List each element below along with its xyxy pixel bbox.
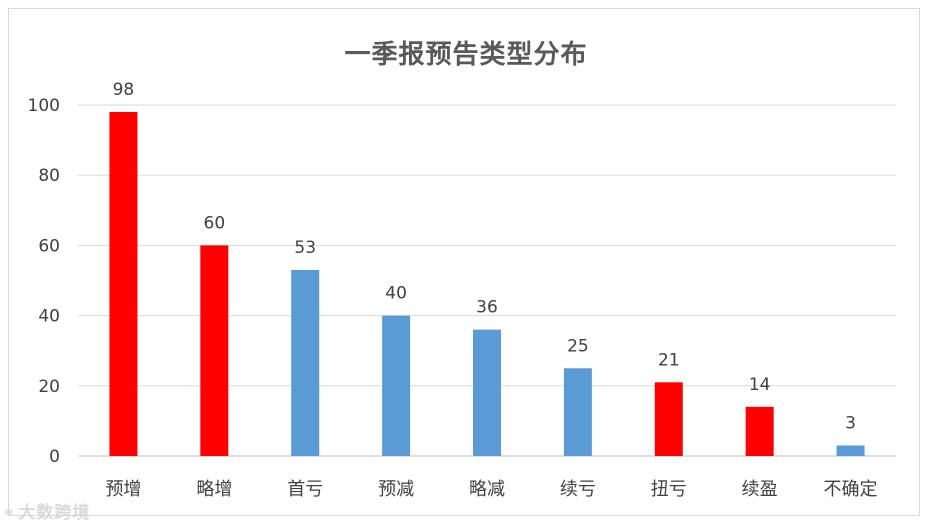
data-label: 36 bbox=[476, 298, 498, 318]
y-tick-label: 40 bbox=[38, 307, 60, 327]
data-label: 40 bbox=[385, 284, 407, 304]
bar bbox=[563, 368, 592, 456]
bar bbox=[382, 315, 411, 456]
y-tick-label: 100 bbox=[28, 96, 60, 116]
data-label: 98 bbox=[113, 80, 135, 100]
x-tick-label: 扭亏 bbox=[651, 479, 687, 500]
y-tick-label: 80 bbox=[38, 166, 60, 186]
bar bbox=[473, 329, 501, 456]
x-tick-label: 略增 bbox=[196, 479, 232, 500]
y-tick-label: 0 bbox=[49, 447, 60, 467]
weibo-icon: ⚭ bbox=[2, 503, 17, 522]
bar bbox=[745, 406, 774, 456]
bar bbox=[654, 382, 683, 456]
y-tick-label: 60 bbox=[38, 236, 60, 256]
data-label: 3 bbox=[845, 413, 856, 433]
data-label: 14 bbox=[749, 375, 771, 395]
watermark-text: 大数跨境 bbox=[18, 503, 91, 523]
bars bbox=[109, 112, 865, 457]
x-tick-label: 首亏 bbox=[287, 479, 323, 500]
x-tick-label: 略减 bbox=[469, 479, 505, 500]
chart-title: 一季报预告类型分布 bbox=[344, 40, 588, 70]
x-tick-label: 续亏 bbox=[560, 479, 596, 500]
y-tick-label: 20 bbox=[38, 377, 60, 397]
x-tick-label: 不确定 bbox=[824, 479, 878, 500]
bar bbox=[200, 245, 229, 456]
data-label: 53 bbox=[294, 238, 316, 258]
data-label: 21 bbox=[658, 350, 680, 370]
x-tick-label: 预增 bbox=[105, 479, 141, 500]
x-tick-label: 续盈 bbox=[742, 479, 778, 500]
x-axis-tick-labels: 预增 略增 首亏 预减 略减 续亏 扭亏 续盈 不确定 bbox=[105, 479, 877, 500]
bar bbox=[109, 112, 138, 457]
y-axis-tick-labels: 0 20 40 60 80 100 bbox=[28, 96, 60, 467]
watermark: ⚭ 大数跨境 bbox=[2, 498, 90, 523]
data-labels: 98 60 53 40 36 25 21 14 3 bbox=[113, 80, 856, 433]
x-tick-label: 预减 bbox=[378, 479, 414, 500]
bar bbox=[836, 445, 865, 456]
bar bbox=[291, 269, 320, 456]
data-label: 60 bbox=[204, 213, 226, 233]
data-label: 25 bbox=[567, 336, 589, 356]
